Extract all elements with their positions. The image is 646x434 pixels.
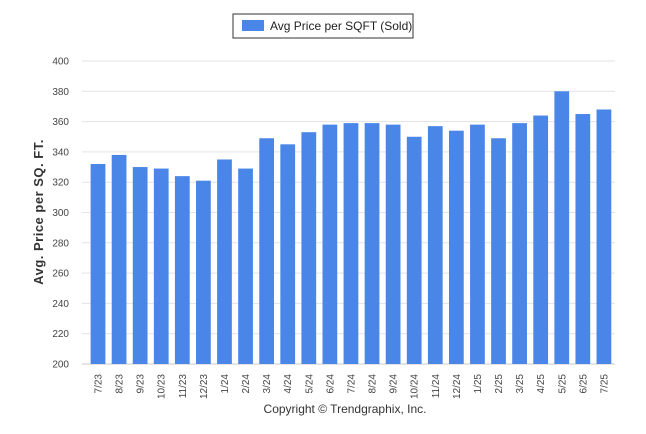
x-tick-label: 12/23	[199, 374, 210, 399]
bar[interactable]	[280, 144, 296, 364]
bars	[90, 91, 612, 365]
y-tick-label: 280	[52, 238, 69, 249]
bar[interactable]	[385, 124, 401, 364]
x-axis-ticks: 7/23 8/23 9/23 10/23 11/23 12/23 1/24 2/24 3/24 4…	[94, 374, 611, 399]
x-tick-label: 8/24	[368, 374, 379, 394]
x-tick-label: 1/24	[220, 374, 231, 394]
y-axis-label: Avg. Price per SQ. FT.	[31, 139, 46, 285]
x-tick-label: 11/23	[178, 374, 189, 399]
legend-series-label: Avg Price per SQFT (Sold)	[270, 19, 412, 33]
x-tick-label: 6/25	[578, 374, 589, 394]
x-tick-label: 4/24	[283, 374, 294, 394]
x-tick-label: 4/25	[536, 374, 547, 394]
x-tick-label: 6/24	[325, 374, 336, 394]
x-tick-label: 9/24	[389, 374, 400, 394]
bar[interactable]	[90, 164, 106, 364]
bar[interactable]	[153, 168, 169, 364]
y-tick-label: 220	[52, 329, 69, 340]
bar[interactable]	[554, 91, 570, 365]
bar[interactable]	[132, 167, 148, 364]
x-tick-label: 11/24	[431, 374, 442, 399]
chart-legend[interactable]: Avg Price per SQFT (Sold)	[232, 13, 414, 39]
x-tick-label: 5/24	[304, 374, 315, 394]
x-tick-label: 9/23	[136, 374, 147, 394]
bar[interactable]	[512, 123, 527, 365]
y-tick-label: 260	[52, 269, 69, 280]
bar[interactable]	[448, 130, 464, 364]
bar[interactable]	[364, 123, 380, 365]
bar[interactable]	[196, 180, 211, 364]
bar[interactable]	[174, 176, 190, 364]
x-tick-label: 3/24	[262, 374, 273, 394]
bar[interactable]	[470, 124, 485, 364]
x-tick-label: 10/24	[410, 374, 421, 399]
bar[interactable]	[427, 126, 443, 365]
bar[interactable]	[596, 109, 612, 364]
x-tick-label: 2/24	[241, 374, 252, 394]
legend-swatch	[242, 20, 264, 31]
y-tick-label: 340	[52, 147, 69, 158]
x-tick-label: 7/23	[94, 374, 105, 394]
bar[interactable]	[533, 115, 549, 364]
y-tick-label: 380	[52, 87, 69, 98]
bar[interactable]	[111, 154, 127, 364]
bar[interactable]	[301, 132, 317, 364]
y-tick-label: 320	[52, 178, 69, 189]
copyright-footer: Copyright © Trendgraphix, Inc.	[264, 402, 427, 416]
x-tick-label: 1/25	[473, 374, 484, 394]
y-tick-label: 240	[52, 299, 69, 310]
bar[interactable]	[238, 168, 253, 364]
y-tick-label: 400	[52, 57, 69, 68]
x-tick-label: 10/23	[157, 374, 168, 399]
bar[interactable]	[406, 136, 422, 364]
bar[interactable]	[217, 159, 232, 364]
y-axis-ticks: 200 220 240 260 280 300 320 340 360 380 400	[52, 57, 69, 371]
x-tick-label: 3/25	[515, 374, 526, 394]
x-tick-label: 8/23	[115, 374, 126, 394]
x-tick-label: 7/25	[599, 374, 610, 394]
bar[interactable]	[575, 114, 591, 365]
bar[interactable]	[322, 124, 338, 364]
bar[interactable]	[491, 138, 506, 364]
x-tick-label: 5/25	[557, 374, 568, 394]
y-tick-label: 300	[52, 208, 69, 219]
y-tick-label: 200	[52, 360, 69, 371]
bar[interactable]	[259, 138, 275, 364]
x-tick-label: 2/25	[494, 374, 505, 394]
y-tick-label: 360	[52, 117, 69, 128]
x-tick-label: 7/24	[346, 374, 357, 394]
x-tick-label: 12/24	[452, 374, 463, 399]
bar[interactable]	[343, 123, 359, 365]
